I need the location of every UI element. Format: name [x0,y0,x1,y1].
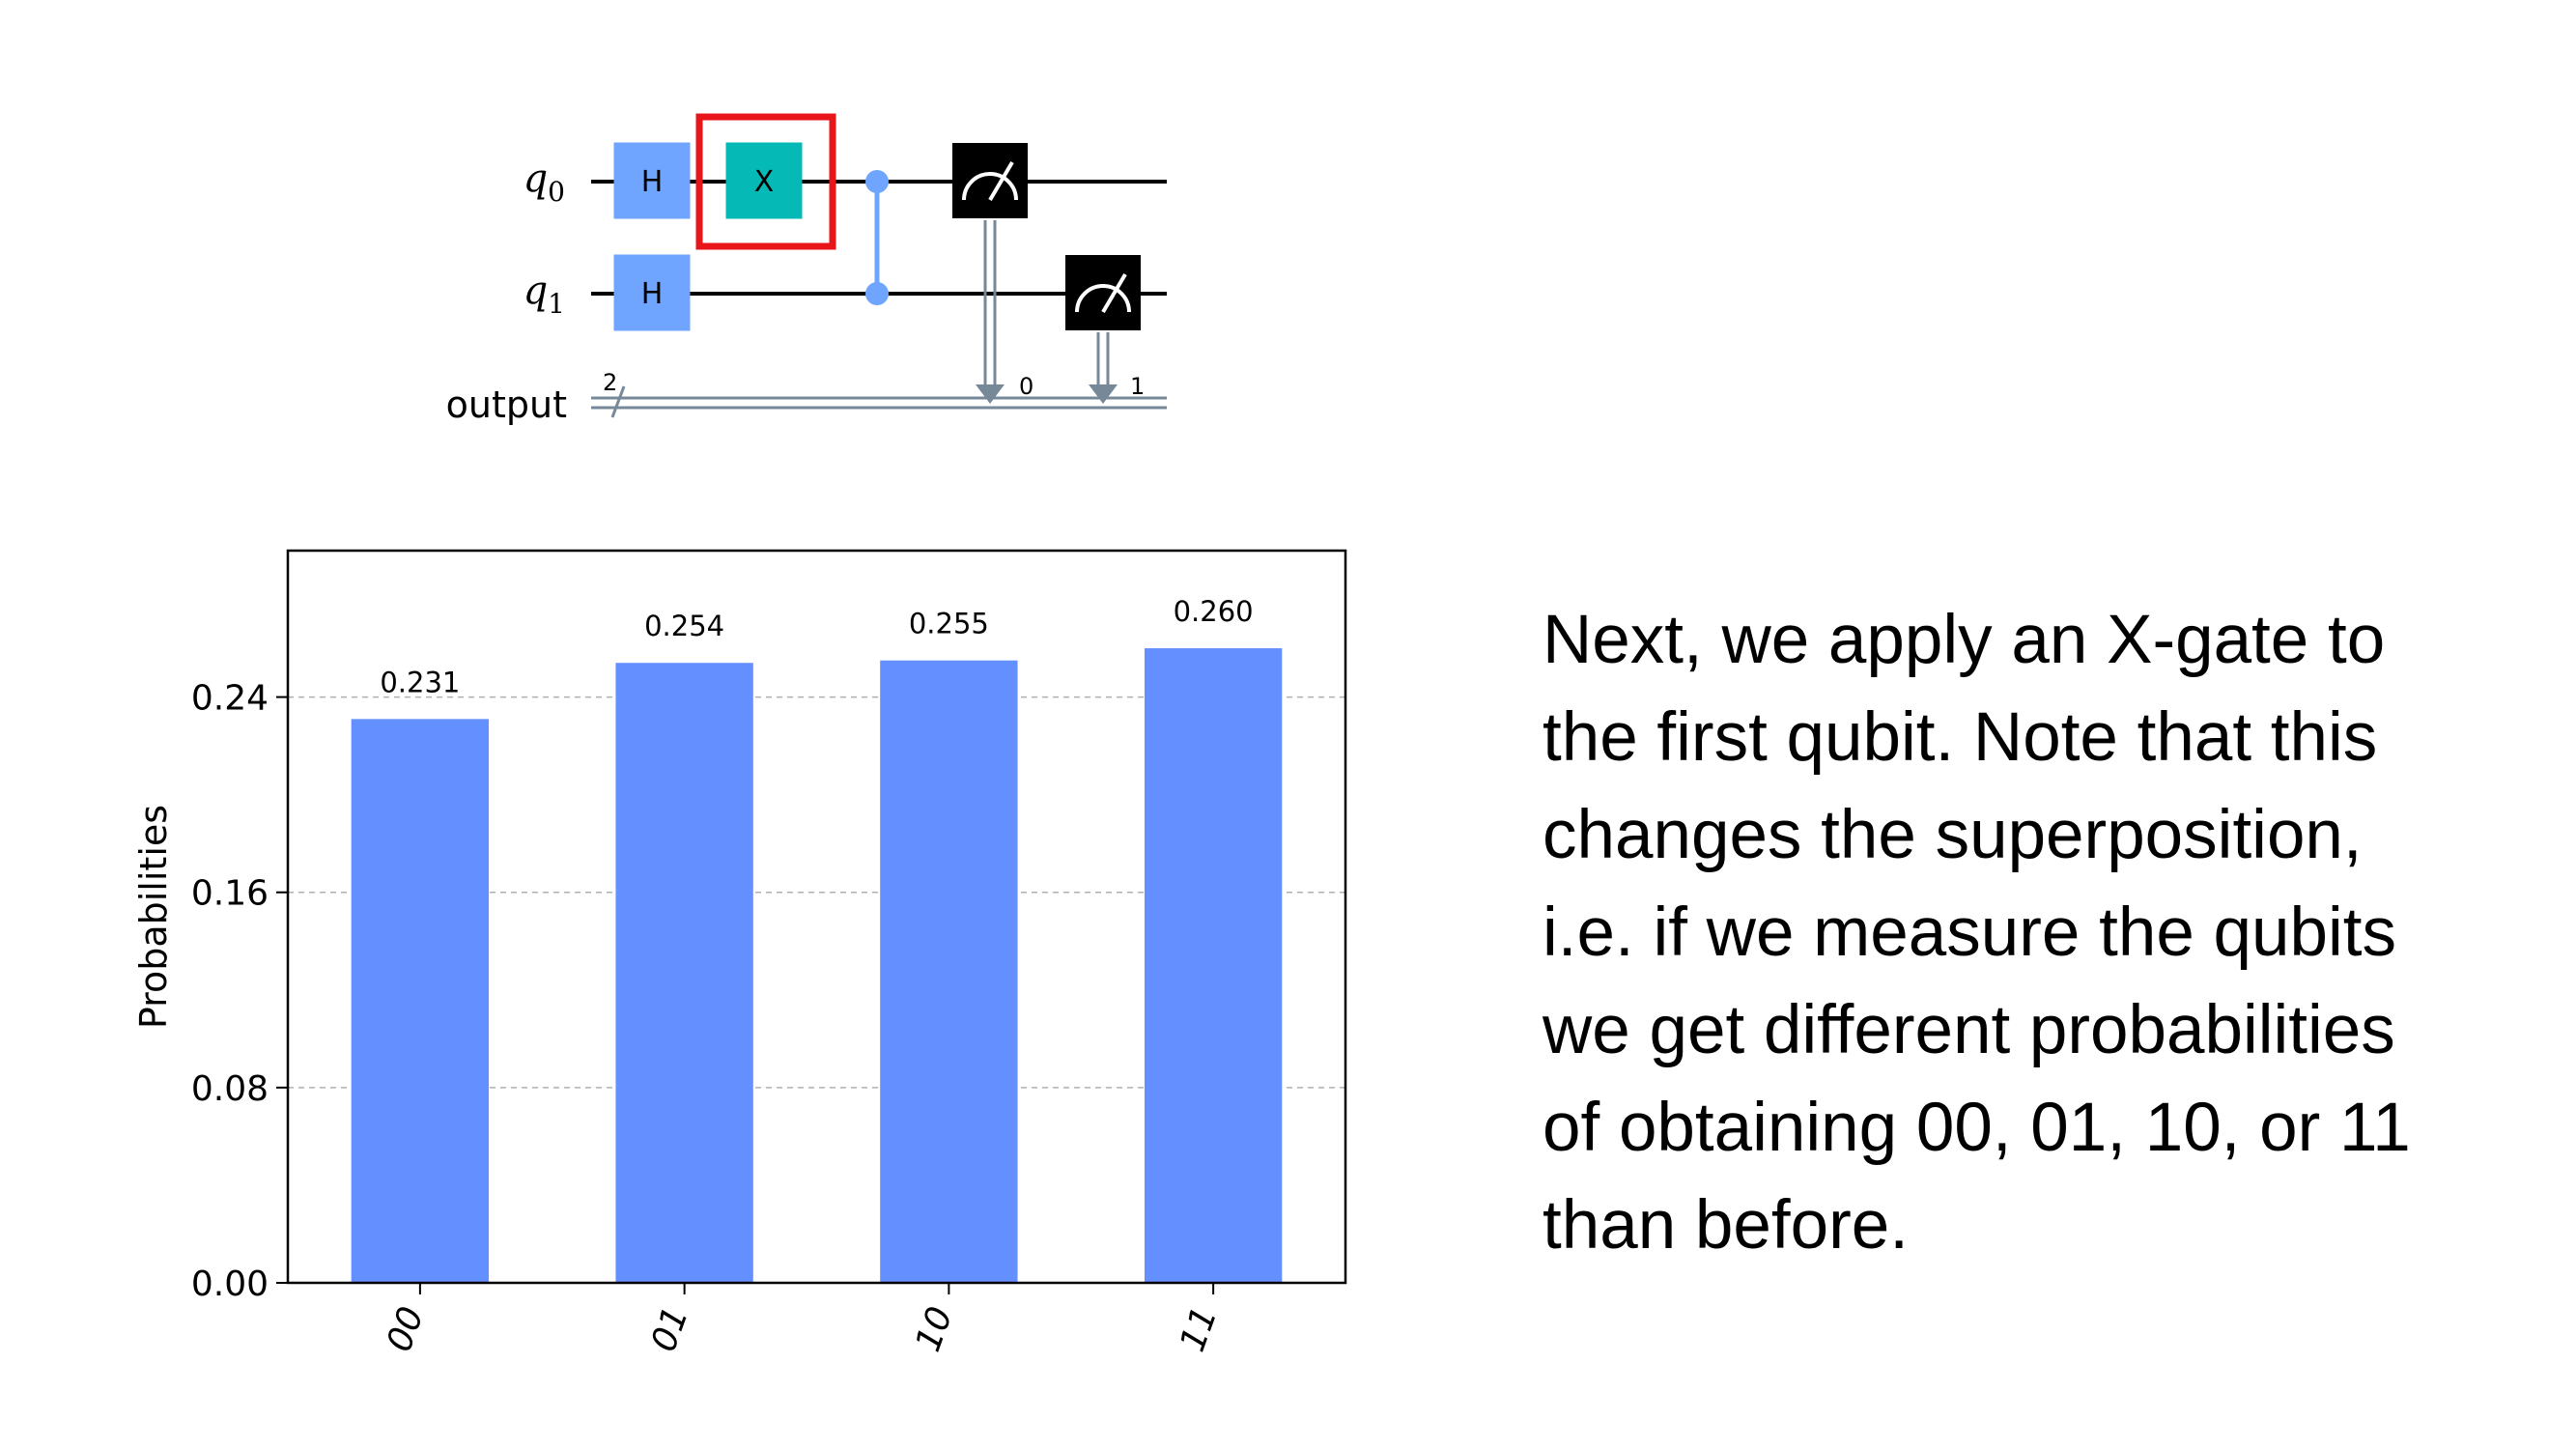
text-line: of obtaining 00, 01, 10, or 11 [1543,1090,2411,1166]
text-line: we get different probabilities [1543,992,2395,1068]
bar [351,719,490,1283]
bar-value-label: 0.255 [909,608,989,640]
text-line: i.e. if we measure the qubits [1543,895,2396,971]
q0-label-index: 0 [548,176,565,208]
y-tick-label: 0.16 [191,874,269,914]
x-gate-highlight-box [695,113,836,250]
h-gate-q1-label: H [641,277,664,311]
q1-label-index: 1 [548,288,565,320]
creg-slash [610,385,626,418]
x-gate-q0-label: X [754,165,775,199]
h-gate-q0-label: H [641,165,664,199]
bar [1144,648,1283,1283]
creg-label: output [446,384,567,426]
bar-value-label: 0.254 [644,610,724,642]
plot-frame [286,549,1347,1285]
y-tick-label: 0.00 [191,1264,269,1304]
bar-value-label: 0.260 [1174,595,1254,628]
cz-control-q1 [865,282,889,305]
slide-text: Next, we apply an X-gate to the first qu… [1543,591,2557,1274]
q0-label: q0 [524,156,565,208]
q1-label-name: q [524,269,549,313]
h-gate-q1 [613,254,691,331]
bar [880,660,1018,1283]
value-label-layer: 0.231 0.254 0.255 0.260 [380,595,1253,698]
x-tick-label: 00 [380,1302,432,1357]
h-gate-q0 [613,142,691,219]
measure-bit-1: 1 [1130,373,1145,400]
y-tick-label: 0.08 [191,1069,269,1109]
measure-q1-icon [1075,272,1131,314]
text-line: Next, we apply an X-gate to [1543,602,2386,678]
text-line: changes the superposition, [1543,797,2363,873]
creg-size: 2 [603,369,617,396]
bar [615,663,753,1283]
cz-control-q0 [865,170,889,193]
x-tick-label: 11 [1173,1302,1225,1357]
measure-gate-q0 [952,143,1028,218]
y-axis-label: Probabilities [132,805,175,1029]
q0-label-name: q [524,156,549,201]
bar-layer [351,648,1283,1283]
bar-value-label: 0.231 [380,666,460,698]
x-tick-label: 10 [908,1302,960,1357]
q1-label: q1 [524,269,565,320]
measure-q1-arrow [1089,384,1118,404]
x-tick-label: 01 [644,1302,696,1357]
y-tick-label: 0.24 [191,679,269,719]
x-gate-q0 [725,142,803,219]
measure-bit-0: 0 [1019,373,1033,400]
text-line: the first qubit. Note that this [1543,699,2378,776]
quantum-circuit: 2 q0 q1 output H H X 0 1 [446,113,1167,426]
measure-gate-q1 [1065,255,1141,330]
axis-layer: 0.00 0.08 0.16 0.24 00 01 10 11 [191,679,1226,1357]
measure-q0-icon [962,160,1018,202]
measure-q0-arrow [976,384,1005,404]
text-line: than before. [1543,1187,1909,1264]
